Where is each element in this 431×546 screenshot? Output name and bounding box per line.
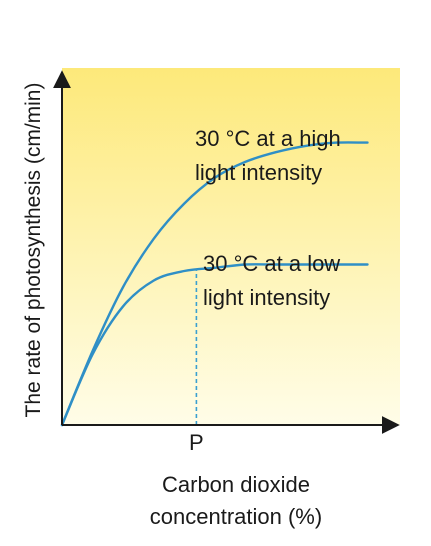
x-tick-label-p: P: [189, 430, 204, 455]
series-label-low-line-1: 30 °C at a low: [203, 251, 340, 276]
series-label-high-line-1: 30 °C at a high: [195, 126, 341, 151]
series-label-high-line-2: light intensity: [195, 160, 322, 185]
x-axis-label-line-2: concentration (%): [150, 504, 322, 529]
series-label-low-line-2: light intensity: [203, 285, 330, 310]
series-line-high-light: [60, 141, 369, 427]
plot-background: [62, 68, 400, 425]
series-layer: [60, 141, 369, 427]
series-line-low-light: [60, 263, 369, 427]
x-axis-label-line-1: Carbon dioxide: [162, 472, 310, 497]
y-axis-label: The rate of photosynthesis (cm/min): [22, 83, 45, 418]
